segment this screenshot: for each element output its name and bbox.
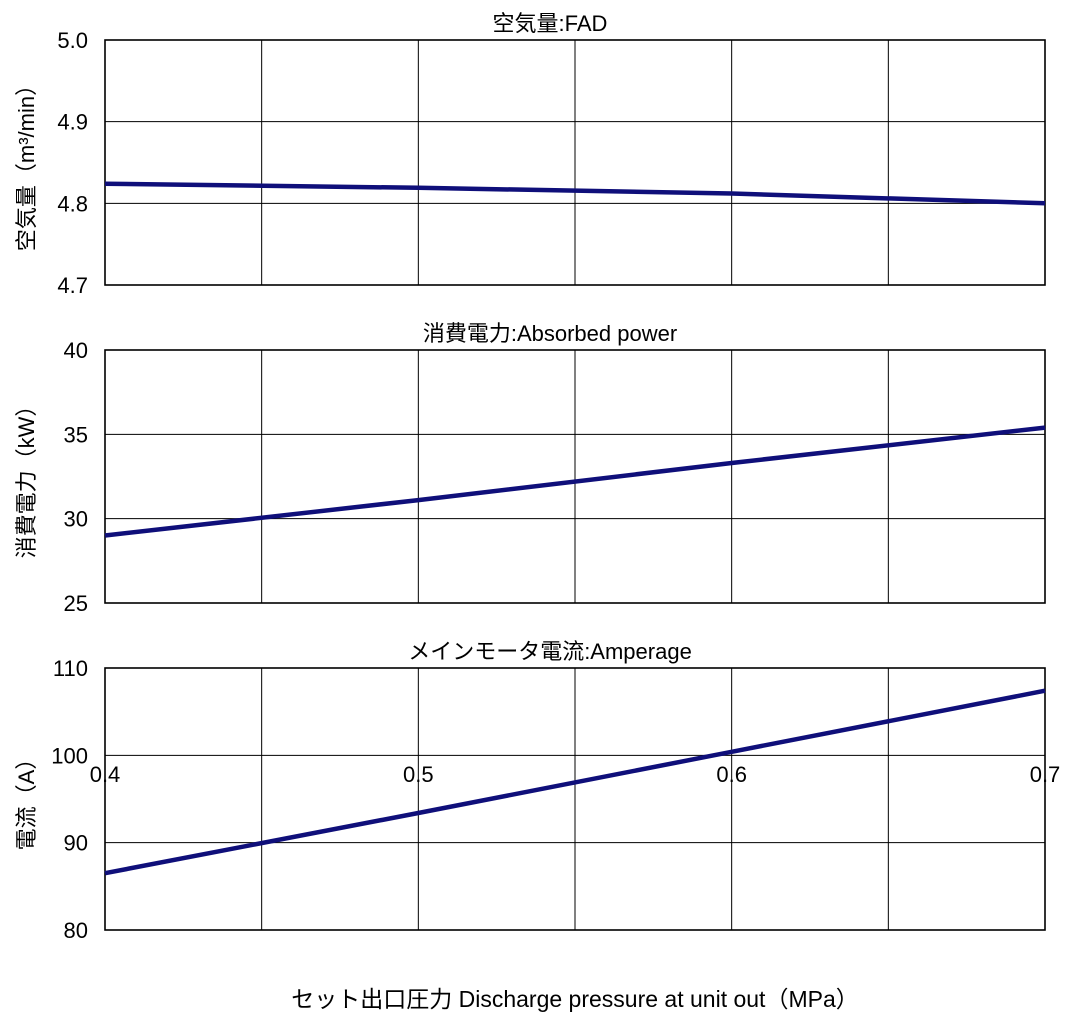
series-line bbox=[104, 181, 1046, 206]
chart-panel: 4.7 4.8 4.9 5.0 空気量:FAD 空気量（m³/min） bbox=[14, 11, 1046, 298]
chart-title: 消費電力:Absorbed power bbox=[423, 321, 677, 346]
chart-panel: 25 30 35 40 消費電力:Absorbed power 消費電力（kW） bbox=[14, 321, 1046, 616]
y-tick-label: 90 bbox=[64, 831, 88, 856]
series-line bbox=[104, 425, 1046, 538]
x-tick-label: 0.4 bbox=[90, 762, 121, 787]
y-axis-label: 電流（A） bbox=[14, 748, 39, 851]
y-tick-label: 80 bbox=[64, 918, 88, 943]
y-tick-label: 4.7 bbox=[57, 273, 88, 298]
x-axis-label: セット出口圧力 Discharge pressure at unit out（M… bbox=[291, 986, 859, 1012]
y-tick-label: 25 bbox=[64, 591, 88, 616]
y-tick-label: 40 bbox=[64, 338, 88, 363]
y-tick-label: 110 bbox=[53, 656, 88, 681]
y-tick-label: 4.8 bbox=[57, 191, 88, 216]
x-tick-label: 0.7 bbox=[1030, 762, 1061, 787]
y-tick-label: 100 bbox=[51, 743, 88, 768]
plot-frame bbox=[104, 667, 1046, 931]
series-line bbox=[104, 688, 1046, 876]
y-tick-label: 5.0 bbox=[57, 28, 88, 53]
chart-panel: 80 90 100 110 メインモータ電流:Amperage 電流（A） bbox=[14, 639, 1046, 943]
y-axis-label: 消費電力（kW） bbox=[14, 395, 39, 559]
y-tick-label: 30 bbox=[64, 507, 88, 532]
chart-panels: 4.7 4.8 4.9 5.0 空気量:FAD 空気量（m³/min） 25 30 35 40 消費… bbox=[14, 11, 1046, 943]
plot-frame bbox=[104, 349, 1046, 604]
x-tick-labels: 0.4 0.5 0.6 0.7 bbox=[90, 762, 1061, 787]
y-tick-label: 35 bbox=[64, 422, 88, 447]
chart-title: メインモータ電流:Amperage bbox=[408, 639, 692, 664]
y-tick-label: 4.9 bbox=[57, 110, 88, 135]
plot-frame bbox=[104, 39, 1046, 286]
x-tick-label: 0.5 bbox=[403, 762, 434, 787]
y-axis-label: 空気量（m³/min） bbox=[14, 74, 39, 251]
chart-title: 空気量:FAD bbox=[493, 11, 608, 36]
x-tick-label: 0.6 bbox=[716, 762, 747, 787]
